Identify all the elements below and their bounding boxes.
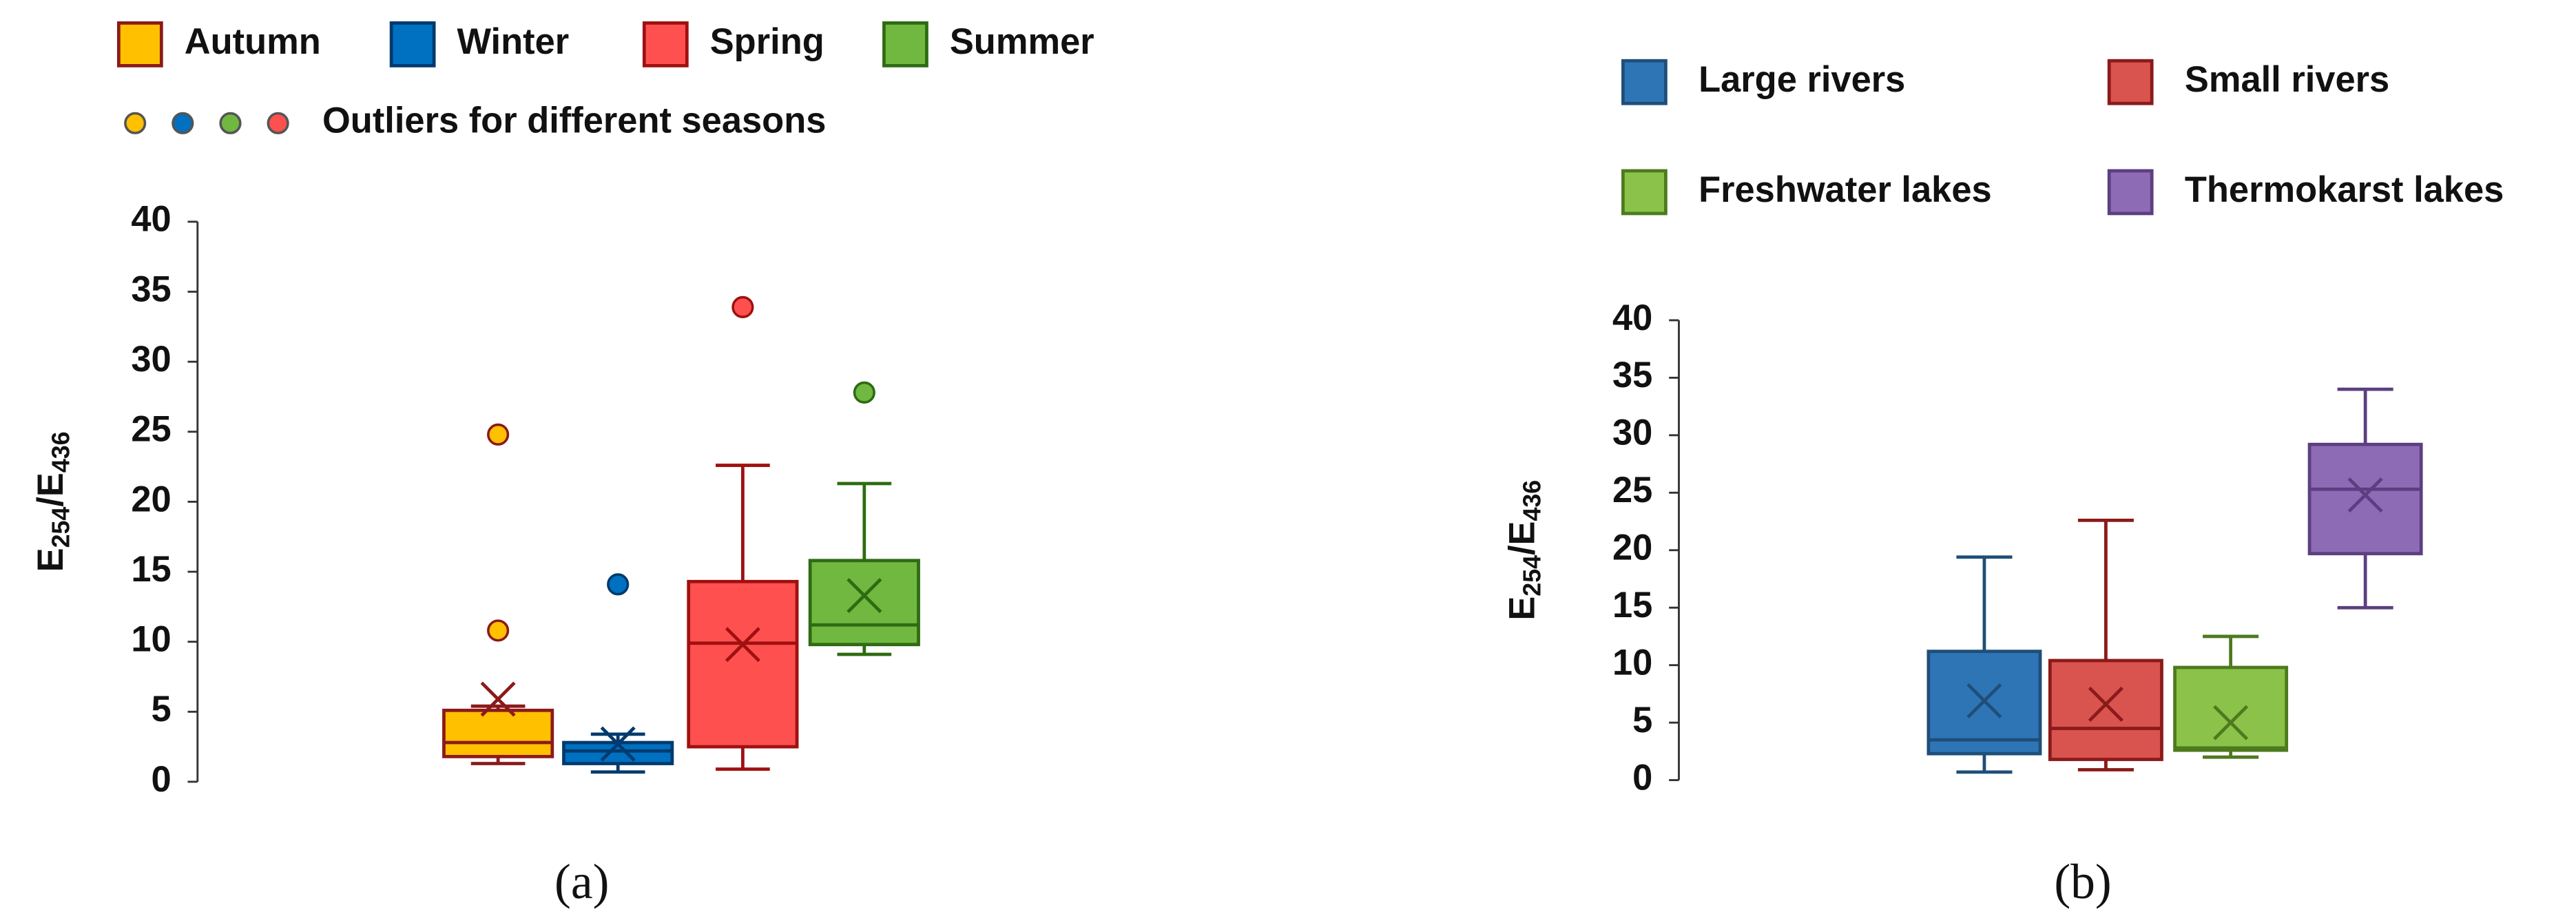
panel: 0 5 10 15 20 25 30 35 40 E254/E436 Large rivers Sma… — [1502, 59, 2504, 909]
subscript: 436 — [1519, 480, 1546, 521]
legend-swatch — [389, 21, 436, 68]
mean-marker — [2347, 477, 2383, 513]
subscript: 254 — [48, 507, 75, 548]
y-tick-label: 0 — [1632, 758, 1652, 798]
subscript: 254 — [1519, 555, 1546, 597]
legend-label: Winter — [457, 22, 570, 62]
mean-marker — [2088, 686, 2123, 722]
legend-label: Outliers for different seasons — [322, 101, 826, 141]
legend-swatch — [2107, 59, 2154, 105]
box — [2307, 442, 2423, 556]
y-tick-label: 25 — [131, 410, 171, 450]
outlier — [487, 619, 510, 642]
y-axis-label: E254/E436 — [1502, 480, 1546, 621]
box — [2048, 658, 2163, 761]
y-tick-label: 40 — [131, 200, 171, 240]
mean-marker — [2213, 705, 2249, 740]
legend-outlier-dot — [172, 112, 194, 134]
box — [1926, 650, 2042, 756]
legend-swatch — [642, 21, 689, 68]
y-tick-label: 35 — [1612, 355, 1652, 395]
y-tick-label: 15 — [1612, 585, 1652, 625]
legend-swatch — [882, 21, 928, 68]
legend-outlier-dot — [219, 112, 242, 134]
mean-marker — [1966, 683, 2002, 718]
legend-label: Summer — [950, 22, 1094, 62]
y-tick-label: 0 — [151, 760, 171, 800]
label-part: /E — [1502, 521, 1542, 555]
y-tick-label: 40 — [1612, 298, 1652, 338]
legend-swatch — [1621, 59, 1668, 105]
legend-outlier-dot — [267, 112, 289, 134]
legend-outlier-dot — [124, 112, 147, 134]
outlier — [487, 423, 510, 446]
legend-label: Freshwater lakes — [1699, 170, 1992, 210]
y-tick-label: 25 — [1612, 470, 1652, 510]
legend-label: Thermokarst lakes — [2185, 170, 2504, 210]
y-tick-label: 35 — [131, 269, 171, 309]
caption: (b) — [2054, 855, 2111, 909]
y-axis-label: E254/E436 — [31, 431, 75, 572]
legend-label: Small rivers — [2185, 60, 2389, 100]
outlier — [607, 573, 630, 596]
outlier — [731, 295, 754, 318]
box — [687, 579, 799, 749]
legend-label: Large rivers — [1699, 60, 1905, 100]
legend-label: Spring — [710, 22, 824, 62]
y-tick-label: 30 — [131, 340, 171, 380]
y-tick-label: 20 — [131, 479, 171, 519]
caption: (a) — [554, 855, 609, 909]
box — [442, 708, 554, 758]
label-part: E — [1502, 597, 1542, 621]
legend-swatch — [1621, 169, 1668, 216]
y-tick-label: 5 — [1632, 701, 1652, 740]
box — [808, 559, 920, 647]
outlier — [853, 381, 875, 404]
mean-marker — [725, 627, 760, 663]
box — [2173, 665, 2289, 752]
legend-swatch — [2107, 169, 2154, 216]
label-part: /E — [31, 473, 71, 507]
y-tick-label: 20 — [1612, 528, 1652, 568]
mean-marker — [480, 681, 516, 717]
y-tick-label: 10 — [131, 620, 171, 660]
subscript: 436 — [48, 431, 75, 473]
mean-marker — [600, 726, 636, 762]
mean-marker — [846, 578, 882, 614]
y-tick-label: 30 — [1612, 413, 1652, 453]
y-tick-label: 15 — [131, 550, 171, 590]
y-tick-label: 5 — [151, 689, 171, 729]
y-tick-label: 10 — [1612, 643, 1652, 683]
legend-label: Autumn — [185, 22, 321, 62]
panel: 0 5 10 15 20 25 30 35 40 E254/E436 Autumn Winter Spr… — [31, 21, 1094, 909]
label-part: E — [31, 548, 71, 572]
legend-swatch — [116, 21, 163, 68]
